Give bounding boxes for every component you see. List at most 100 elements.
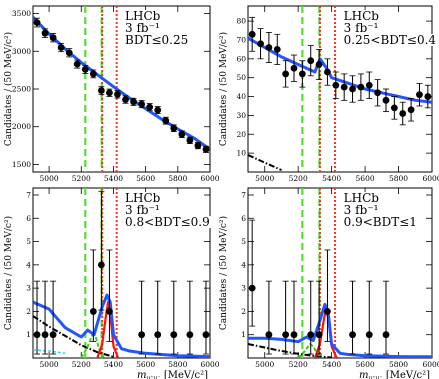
y-tick-label: 4 xyxy=(26,260,31,269)
y-tick-label: 5 xyxy=(241,237,246,246)
annotation-background xyxy=(124,22,162,34)
x-tick-label: 5000 xyxy=(40,360,59,369)
panel-bottom-right: 5000 5200 5400 5600 5800 6000 1 2 3 4 5 6 7 Candidate… xyxy=(218,187,439,379)
data-point xyxy=(114,90,121,98)
y-axis-label: Candidates / (50 MeV/c²) xyxy=(218,32,229,146)
data-point xyxy=(33,331,41,339)
y-tick-label: 50 xyxy=(236,73,246,82)
y-tick-label: 3 xyxy=(241,284,246,293)
data-point xyxy=(273,45,281,53)
plot-frame xyxy=(247,187,433,359)
data-point xyxy=(324,68,331,76)
data-point xyxy=(265,331,273,339)
data-point xyxy=(89,308,97,315)
data-point xyxy=(382,96,390,104)
data-point xyxy=(307,331,315,339)
bdt-range-label: 0.8<BDT≤0.9 xyxy=(125,215,210,229)
annotation-background xyxy=(342,10,381,22)
x-tick-label: 5600 xyxy=(356,174,375,183)
x-tick-label: 5600 xyxy=(356,360,375,369)
luminosity-label: 3 fb⁻¹ xyxy=(125,203,160,217)
y-tick-label: 4 xyxy=(241,260,246,269)
data-point xyxy=(298,70,306,78)
lhcb-label: LHCb xyxy=(344,9,380,23)
data-point xyxy=(130,98,137,106)
y-tick-label: 60 xyxy=(236,54,246,63)
x-tick-label: 5800 xyxy=(168,174,187,183)
annotation-background xyxy=(342,34,439,46)
data-point xyxy=(81,65,89,73)
data-point xyxy=(265,44,273,51)
y-tick-label: 1 xyxy=(241,330,246,339)
data-point xyxy=(138,100,146,108)
x-tick-label: 5400 xyxy=(322,360,341,369)
panel-top-left: 5000 5200 5400 5600 5800 6000 1500 2000 2500 3000… xyxy=(3,5,220,183)
plot-frame xyxy=(32,5,211,173)
x-tick-label: 5000 xyxy=(255,174,274,183)
x-tick-label: 5600 xyxy=(136,174,155,183)
x-tick-label: 6000 xyxy=(422,174,439,183)
bdt-range-label: BDT≤0.25 xyxy=(125,33,188,47)
fit-background-curve xyxy=(33,315,114,358)
y-tick-label: 80 xyxy=(236,17,246,26)
y-tick-label: 1 xyxy=(26,330,31,339)
data-point xyxy=(315,331,323,339)
fit-peaking-curve xyxy=(33,349,66,355)
fit-total-curve xyxy=(33,293,210,358)
luminosity-label: 3 fb⁻¹ xyxy=(344,21,379,35)
data-point xyxy=(382,331,390,339)
data-point xyxy=(97,87,105,94)
data-point xyxy=(73,60,81,68)
y-tick-label: 2 xyxy=(26,307,31,316)
data-point xyxy=(257,40,264,48)
data-point xyxy=(365,81,373,89)
x-tick-label: 5800 xyxy=(168,360,187,369)
y-tick-label: 6 xyxy=(26,214,31,223)
y-tick-label: 7 xyxy=(241,190,246,199)
x-tick-label: 5200 xyxy=(289,174,308,183)
data-point xyxy=(146,103,154,111)
x-tick-label: 5200 xyxy=(72,174,91,183)
annotation-background xyxy=(342,204,381,216)
data-point xyxy=(170,331,178,339)
data-point xyxy=(178,130,186,138)
y-tick-label: 2500 xyxy=(12,85,31,94)
data-point xyxy=(162,117,170,125)
y-tick-label: 10 xyxy=(236,149,246,158)
annotation-background xyxy=(342,22,381,34)
data-point xyxy=(41,331,49,339)
annotation-background xyxy=(124,34,191,46)
y-tick-label: 3500 xyxy=(12,9,31,18)
data-point xyxy=(399,110,407,117)
fit-total-curve xyxy=(248,36,432,104)
data-point xyxy=(154,331,162,339)
y-tick-label: 3 xyxy=(26,284,31,293)
data-point xyxy=(248,284,256,292)
data-point xyxy=(282,331,290,339)
data-point xyxy=(97,261,105,269)
luminosity-label: 3 fb⁻¹ xyxy=(125,21,160,35)
x-tick-label: 5400 xyxy=(104,174,123,183)
y-tick-label: 1500 xyxy=(12,160,31,169)
y-tick-label: 3000 xyxy=(12,47,31,56)
bdt-range-label: 0.9<BDT≤1 xyxy=(344,215,417,229)
panel-top-right: 5000 5200 5400 5600 5800 6000 10 20 30 40 50 60 70 80… xyxy=(218,5,439,183)
y-tick-label: 7 xyxy=(26,190,31,199)
data-point xyxy=(202,145,210,153)
annotation-background xyxy=(342,192,381,204)
data-point xyxy=(170,124,178,132)
plot-frame xyxy=(32,187,211,359)
y-tick-label: 40 xyxy=(236,92,246,101)
annotation-background xyxy=(342,216,419,228)
x-tick-label: 6000 xyxy=(200,360,219,369)
y-tick-label: 20 xyxy=(236,130,246,139)
lhcb-label: LHCb xyxy=(344,191,380,205)
data-point xyxy=(332,81,340,89)
data-point xyxy=(122,96,129,103)
data-point xyxy=(349,331,356,339)
data-point xyxy=(89,70,97,78)
x-tick-label: 5200 xyxy=(289,360,308,369)
x-tick-label: 5000 xyxy=(255,360,274,369)
data-point xyxy=(194,142,202,149)
